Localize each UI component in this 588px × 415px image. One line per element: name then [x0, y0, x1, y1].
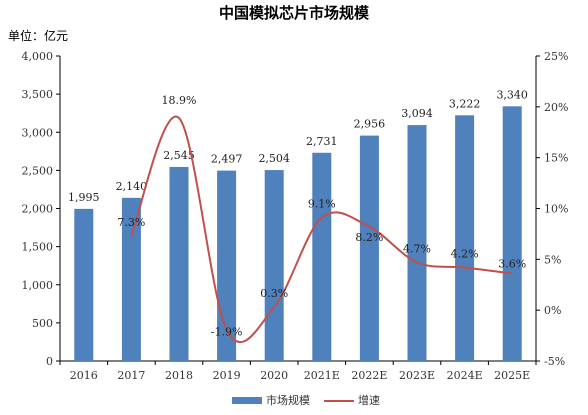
- bar-series: [74, 106, 522, 362]
- bar: [74, 208, 94, 361]
- bar-value-label: 1,995: [68, 191, 100, 204]
- bar: [502, 106, 522, 361]
- right-tick-label: 5%: [544, 253, 561, 266]
- x-tick-label: 2016: [70, 369, 98, 382]
- bar-value-label: 2,956: [354, 118, 386, 131]
- right-tick-label: 10%: [544, 203, 568, 216]
- x-tick-label: 2025E: [494, 369, 530, 382]
- bar: [359, 135, 379, 361]
- x-tick-label: 2020: [260, 369, 288, 382]
- left-tick-label: 0: [46, 355, 53, 368]
- right-axis: -5% 0% 5% 10% 15% 20% 25%: [536, 50, 568, 368]
- bar-value-label: 2,504: [258, 152, 290, 165]
- left-tick-label: 500: [32, 317, 53, 330]
- x-tick-label: 2017: [117, 369, 145, 382]
- line-value-label: 0.3%: [260, 287, 288, 300]
- x-tick-label: 2022E: [351, 369, 387, 382]
- x-tick-label: 2018: [165, 369, 193, 382]
- left-tick-label: 1,000: [22, 279, 54, 292]
- line-value-label: 9.1%: [308, 198, 336, 211]
- bar: [407, 125, 427, 362]
- line-value-label: 8.2%: [355, 231, 383, 244]
- bar-value-label: 3,222: [449, 97, 481, 110]
- x-axis: 2016 2017 2018 2019 2020 2021E 2022E 2023E 2024E…: [59, 361, 537, 382]
- growth-line: [130, 115, 513, 344]
- legend: 市场规模 增速: [232, 393, 380, 407]
- left-tick-label: 4,000: [22, 50, 54, 63]
- line-value-label: -1.9%: [211, 325, 243, 338]
- bar-value-label: 3,094: [401, 107, 433, 120]
- bar-value-label: 2,545: [163, 149, 195, 162]
- chart-title: 中国模拟芯片市场规模: [219, 4, 370, 22]
- right-tick-label: 20%: [544, 101, 568, 114]
- bar: [312, 152, 332, 361]
- line-value-label: 3.6%: [498, 258, 526, 271]
- left-tick-label: 3,500: [22, 88, 54, 101]
- bar: [169, 166, 189, 361]
- left-tick-label: 3,000: [22, 126, 54, 139]
- legend-line-label: 增速: [358, 393, 380, 407]
- line-data-labels: 7.3% 18.9% -1.9% 0.3% 9.1% 8.2% 4.7% 4.2% 3.6%: [117, 94, 526, 338]
- right-tick-label: 0%: [544, 304, 561, 317]
- bar-value-label: 2,497: [211, 153, 243, 166]
- line-value-label: 4.7%: [403, 242, 431, 255]
- right-tick-label: 25%: [544, 50, 568, 63]
- bar: [121, 197, 141, 361]
- bar-value-label: 2,731: [306, 135, 338, 148]
- bar-data-labels: 1,995 2,140 2,545 2,497 2,504 2,731 2,956 3,094…: [68, 88, 528, 204]
- left-tick-label: 2,000: [22, 203, 54, 216]
- x-tick-label: 2024E: [447, 369, 483, 382]
- bar-value-label: 2,140: [116, 180, 148, 193]
- bar-value-label: 3,340: [496, 88, 528, 101]
- right-tick-label: -5%: [544, 355, 565, 368]
- line-value-label: 18.9%: [162, 94, 197, 107]
- x-tick-label: 2021E: [304, 369, 340, 382]
- legend-bar-swatch: [232, 397, 262, 404]
- bar: [264, 170, 284, 361]
- left-tick-label: 1,500: [22, 241, 54, 254]
- line-value-label: 4.2%: [451, 247, 479, 260]
- left-tick-label: 2,500: [22, 164, 54, 177]
- x-tick-label: 2019: [213, 369, 241, 382]
- right-tick-label: 15%: [544, 152, 568, 165]
- legend-bar-label: 市场规模: [266, 393, 310, 407]
- unit-label: 单位：亿元: [8, 28, 68, 43]
- x-tick-label: 2023E: [399, 369, 435, 382]
- line-value-label: 7.3%: [117, 216, 145, 229]
- left-axis: 0 500 1,000 1,500 2,000 2,500 3,000 3,500 4,000: [22, 50, 60, 368]
- bar: [455, 115, 475, 361]
